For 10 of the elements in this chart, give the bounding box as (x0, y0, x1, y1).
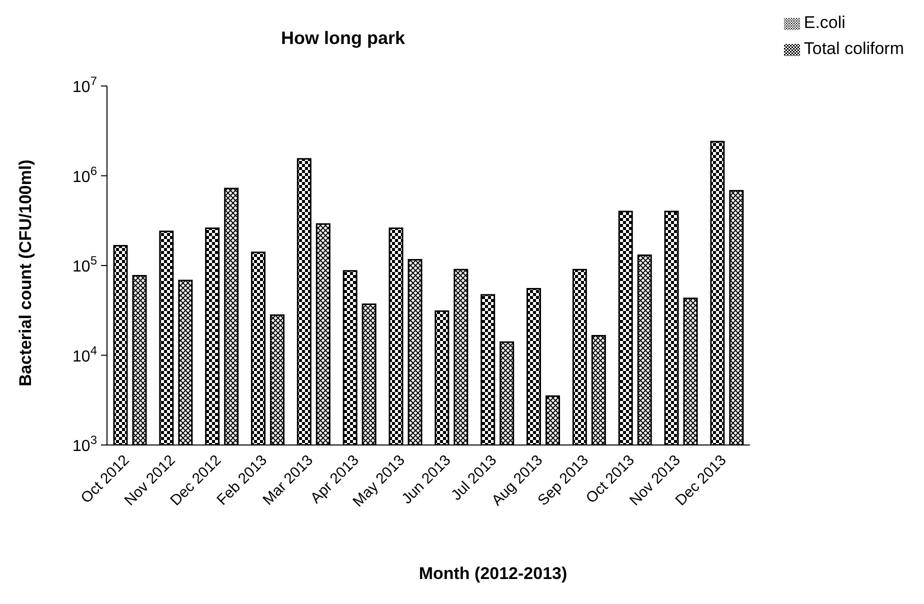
y-tick-label: 10$^{7}$ (72, 74, 98, 96)
x-axis-title: Month (2012-2013) (418, 564, 568, 584)
y-tick-label: 10$^{3}$ (72, 433, 98, 455)
legend-label: Total coliform (804, 39, 904, 58)
y-tick-label: 10$^{6}$ (72, 164, 98, 186)
y-tick-label: 10$^{5}$ (72, 254, 98, 276)
y-axis-title: Bacterial count (CFU/100ml) (16, 160, 36, 386)
legend-label: E.coli (804, 13, 846, 32)
chart-title: How long park (281, 28, 406, 49)
y-tick-label: 10$^{4}$ (72, 343, 98, 366)
